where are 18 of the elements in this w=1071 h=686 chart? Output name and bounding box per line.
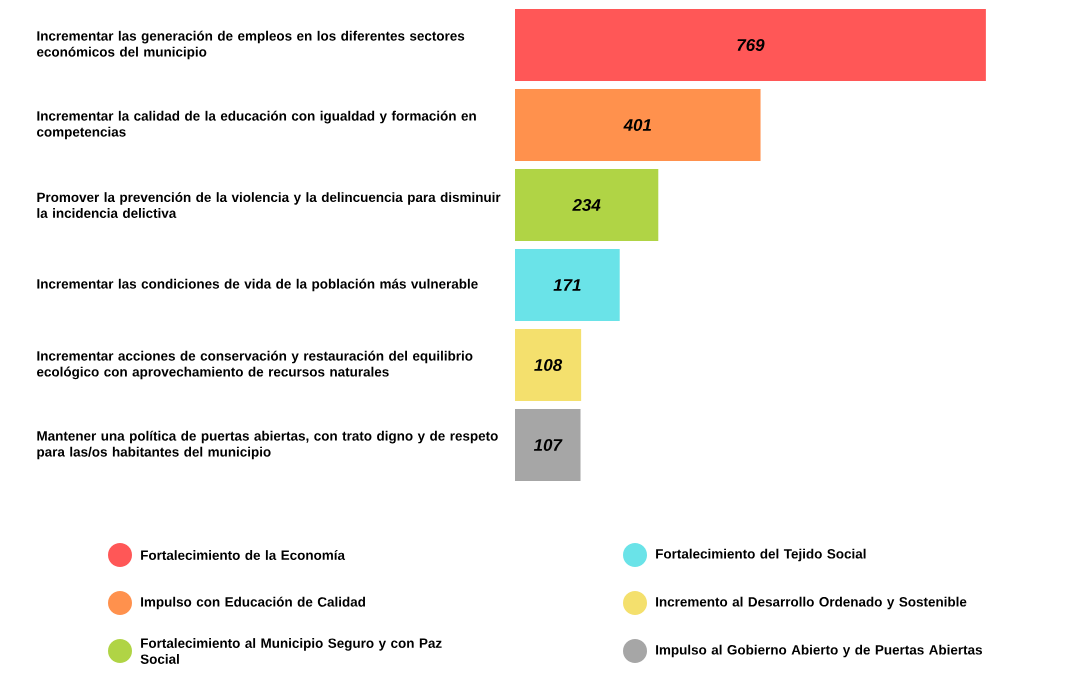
legend-label: Fortalecimiento al Municipio Seguro y con Paz Social [140, 638, 442, 664]
legend-label: Fortalecimiento de la Economía [141, 550, 346, 560]
legend-label: Fortalecimiento del Tejido Social [656, 548, 866, 562]
y-tick-label: Promover la prevención de la violencia y la delincuencia para disminuir la incidencia delictiva [37, 192, 501, 218]
data-label: 108 [534, 359, 563, 371]
data-label: 769 [737, 39, 765, 51]
y-tick-label: Incrementar la calidad de la educación con igualdad y formación en competencias [37, 110, 476, 140]
y-tick-label: Incrementar las generación de empleos en los diferentes sectores económicos del municipio [37, 30, 465, 60]
y-tick-label: Mantener una política de puertas abiertas, con trato digno y de respeto para las/os habitantes del municipio [37, 430, 498, 460]
y-tick-label: Incrementar acciones de conservación y restauración del equilibrio ecológico con aprovechamiento de recursos naturales [37, 350, 473, 380]
legend-label: Impulso con Educación de Calidad [141, 596, 366, 610]
data-label: 401 [623, 119, 651, 131]
data-label: 171 [553, 279, 581, 291]
legend-label: Impulso al Gobierno Abierto y de Puertas Abiertas [656, 644, 982, 658]
data-label: 234 [572, 199, 601, 211]
y-tick-label: Incrementar las condiciones de vida de la población más vulnerable [37, 278, 478, 292]
legend-label: Incremento al Desarrollo Ordenado y Sostenible [656, 596, 967, 610]
data-label: 107 [533, 439, 563, 452]
